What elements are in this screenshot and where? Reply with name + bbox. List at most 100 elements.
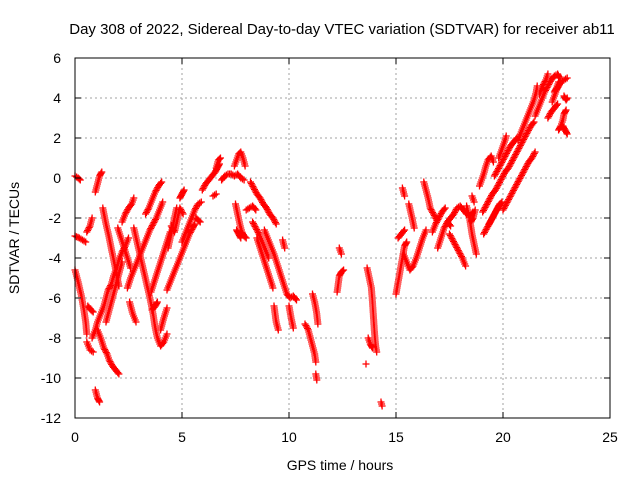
data-point xyxy=(493,183,501,191)
data-point xyxy=(507,191,515,199)
data-point xyxy=(434,216,442,223)
y-tick-label: 4 xyxy=(53,90,61,106)
data-point xyxy=(521,166,529,173)
data-point xyxy=(101,346,109,353)
data-point xyxy=(513,181,521,188)
data-point xyxy=(504,197,512,205)
data-point xyxy=(500,205,508,212)
data-point xyxy=(151,217,159,225)
data-point xyxy=(163,330,171,338)
data-point xyxy=(487,193,495,201)
data-point xyxy=(148,222,156,229)
data-point xyxy=(528,154,536,162)
data-point xyxy=(494,166,502,174)
data-point xyxy=(258,197,266,205)
data-point xyxy=(302,322,310,329)
data-point xyxy=(447,222,455,230)
data-point xyxy=(130,194,138,202)
data-point xyxy=(508,190,516,197)
data-point xyxy=(217,154,224,162)
data-point xyxy=(562,106,570,114)
data-point xyxy=(481,229,488,236)
data-point xyxy=(239,175,246,183)
data-point xyxy=(247,178,254,186)
data-point xyxy=(511,184,519,191)
data-point xyxy=(121,210,129,218)
data-point xyxy=(541,78,549,85)
data-point xyxy=(495,163,503,171)
data-point xyxy=(192,205,200,212)
data-point xyxy=(512,182,520,190)
data-point xyxy=(196,218,204,226)
data-point xyxy=(489,158,497,166)
data-point xyxy=(241,162,249,170)
data-point xyxy=(519,169,527,176)
data-point xyxy=(362,360,370,368)
data-point xyxy=(510,185,518,193)
data-point xyxy=(289,324,297,332)
data-point xyxy=(530,118,538,126)
data-point xyxy=(106,283,114,291)
data-point xyxy=(249,218,257,226)
data-point xyxy=(83,330,91,338)
data-point xyxy=(530,151,537,159)
data-point xyxy=(496,179,503,186)
data-point xyxy=(402,239,410,247)
data-point xyxy=(403,238,411,246)
data-point xyxy=(516,175,524,182)
data-point xyxy=(196,199,204,207)
data-point xyxy=(104,286,112,294)
data-point xyxy=(514,146,522,154)
data-point xyxy=(495,165,502,172)
data-point xyxy=(83,228,91,236)
data-point xyxy=(516,142,524,149)
data-point xyxy=(511,152,519,160)
data-point xyxy=(195,217,203,225)
data-point xyxy=(264,207,272,215)
data-point xyxy=(544,114,552,122)
data-point xyxy=(522,131,530,139)
data-point xyxy=(481,227,489,235)
data-point xyxy=(518,170,526,178)
data-point xyxy=(149,220,157,228)
y-tick-label: -12 xyxy=(41,410,61,426)
data-point xyxy=(105,356,113,364)
data-point xyxy=(563,74,571,82)
data-point xyxy=(105,285,113,292)
data-point xyxy=(253,226,261,233)
data-point xyxy=(462,262,470,270)
data-point xyxy=(485,196,493,204)
x-tick-labels: 0 5 10 15 20 25 xyxy=(71,429,618,445)
data-point xyxy=(492,185,500,192)
data-point xyxy=(197,198,205,206)
data-point xyxy=(89,308,97,316)
data-point xyxy=(400,227,407,235)
data-point xyxy=(98,168,106,176)
x-tick-label: 10 xyxy=(281,429,297,445)
data-point xyxy=(491,210,499,217)
data-point xyxy=(106,358,114,365)
data-point xyxy=(481,204,489,211)
data-point xyxy=(512,149,520,157)
data-point xyxy=(247,180,255,187)
data-point xyxy=(199,185,207,192)
data-point xyxy=(369,344,376,352)
data-point xyxy=(503,150,510,157)
data-point xyxy=(97,169,105,177)
data-point xyxy=(115,370,123,378)
data-point xyxy=(251,187,259,195)
data-point xyxy=(517,140,525,148)
data-point xyxy=(471,206,479,214)
data-point xyxy=(153,299,161,307)
data-point xyxy=(488,216,495,223)
data-point xyxy=(499,157,506,165)
data-point xyxy=(450,210,458,218)
data-point xyxy=(274,326,282,334)
data-point xyxy=(176,204,184,212)
data-point xyxy=(159,198,167,206)
data-point xyxy=(236,233,244,241)
data-point xyxy=(484,198,492,205)
data-point xyxy=(520,167,528,175)
data-point xyxy=(95,397,103,405)
data-point xyxy=(499,173,507,180)
